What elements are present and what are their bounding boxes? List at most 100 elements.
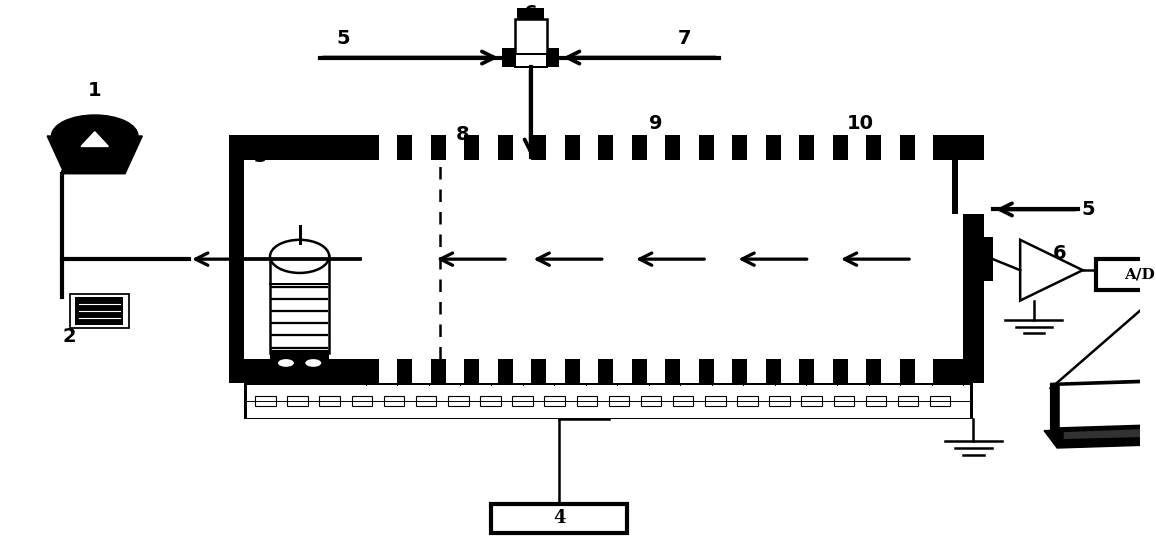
Bar — [866, 396, 887, 406]
Text: 6: 6 — [524, 4, 538, 23]
Text: 5: 5 — [336, 29, 349, 48]
Bar — [512, 396, 533, 406]
Bar — [480, 135, 497, 160]
Bar — [951, 160, 993, 215]
Bar — [546, 359, 564, 384]
Bar — [640, 396, 661, 406]
Bar — [914, 359, 933, 384]
Bar — [579, 359, 598, 384]
Bar — [75, 297, 124, 325]
Text: A/D: A/D — [1124, 267, 1155, 281]
Bar — [502, 48, 560, 67]
Text: 2: 2 — [62, 327, 76, 346]
Bar — [970, 385, 973, 419]
Bar — [814, 135, 832, 160]
Text: 1: 1 — [88, 81, 102, 100]
Bar — [713, 135, 732, 160]
Bar — [449, 396, 468, 406]
Bar — [546, 135, 564, 160]
Bar — [951, 160, 957, 215]
Bar — [738, 396, 757, 406]
Bar — [770, 396, 790, 406]
Text: 9: 9 — [650, 115, 662, 133]
Bar — [413, 359, 431, 384]
Text: 6: 6 — [1053, 244, 1067, 263]
Bar — [244, 160, 365, 359]
Circle shape — [277, 359, 294, 367]
Bar — [577, 396, 596, 406]
Bar — [229, 359, 365, 384]
Bar — [379, 359, 398, 384]
Bar — [847, 359, 866, 384]
Bar — [446, 135, 464, 160]
Bar — [271, 256, 329, 353]
Bar — [881, 359, 899, 384]
Bar — [288, 396, 307, 406]
Bar — [244, 385, 247, 419]
Bar — [814, 359, 832, 384]
Polygon shape — [1020, 240, 1083, 301]
Bar — [646, 135, 665, 160]
Bar — [244, 418, 973, 419]
Bar — [801, 396, 822, 406]
Bar — [984, 237, 993, 281]
Bar — [384, 396, 405, 406]
Bar — [780, 135, 799, 160]
Bar — [613, 359, 631, 384]
Bar — [514, 19, 547, 55]
Bar — [229, 135, 244, 384]
Text: 7: 7 — [677, 29, 691, 48]
Bar — [881, 135, 899, 160]
Bar — [517, 8, 544, 19]
Bar — [416, 396, 436, 406]
Polygon shape — [1044, 426, 1156, 448]
Bar — [847, 135, 866, 160]
Bar — [747, 359, 765, 384]
Bar — [680, 359, 698, 384]
Bar — [480, 359, 497, 384]
Ellipse shape — [271, 240, 329, 273]
Bar — [1096, 259, 1156, 290]
Polygon shape — [81, 132, 109, 146]
Text: 3: 3 — [254, 147, 268, 166]
Bar — [271, 350, 329, 373]
Text: 8: 8 — [455, 125, 469, 145]
Text: 4: 4 — [553, 509, 565, 527]
Bar — [413, 135, 431, 160]
Bar — [713, 359, 732, 384]
Bar — [646, 359, 665, 384]
Bar — [963, 135, 984, 384]
Bar — [579, 135, 598, 160]
Bar — [609, 396, 629, 406]
Bar — [319, 396, 340, 406]
Text: 5: 5 — [1082, 200, 1095, 219]
Circle shape — [52, 115, 138, 157]
Bar — [365, 160, 963, 359]
Polygon shape — [1051, 379, 1156, 431]
Bar — [898, 396, 918, 406]
Bar — [491, 504, 628, 533]
Bar — [673, 396, 694, 406]
Bar — [929, 396, 950, 406]
Polygon shape — [1060, 382, 1156, 427]
Text: 10: 10 — [847, 115, 874, 133]
Bar — [69, 295, 128, 327]
Circle shape — [305, 359, 321, 367]
Bar — [513, 359, 531, 384]
Bar — [544, 396, 565, 406]
Bar — [480, 396, 501, 406]
Bar — [513, 135, 531, 160]
Polygon shape — [47, 136, 142, 174]
Bar — [833, 396, 854, 406]
Bar — [613, 135, 631, 160]
Bar — [365, 135, 963, 160]
Bar — [255, 396, 276, 406]
Bar — [914, 135, 933, 160]
Bar — [747, 135, 765, 160]
Bar — [351, 396, 372, 406]
Bar — [705, 396, 726, 406]
Bar — [379, 135, 398, 160]
Bar — [229, 135, 365, 160]
Bar — [514, 54, 547, 67]
Bar — [365, 359, 963, 384]
